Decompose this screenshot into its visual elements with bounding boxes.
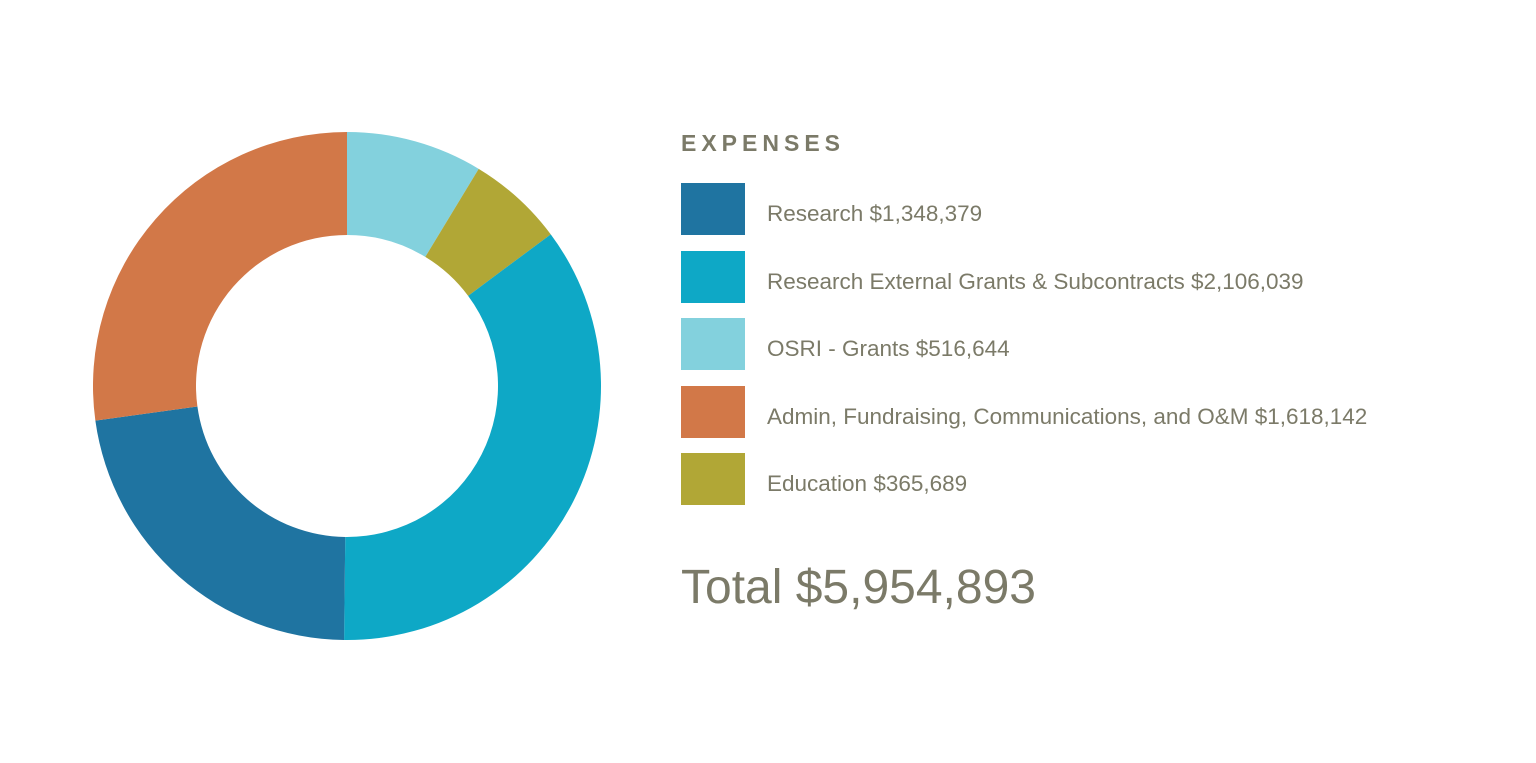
- legend: EXPENSES Research $1,348,379 Research Ex…: [681, 128, 1501, 521]
- legend-item-osri-grants: OSRI - Grants $516,644: [681, 318, 1501, 370]
- legend-swatch: [681, 183, 745, 235]
- donut-slice-external-grants: [344, 234, 601, 640]
- legend-label: Research $1,348,379: [767, 201, 983, 226]
- chart-title: EXPENSES: [681, 130, 845, 156]
- legend-label: Research External Grants & Subcontracts …: [767, 268, 1304, 294]
- total-expenses: Total $5,954,893: [681, 561, 1036, 614]
- donut-chart: [93, 132, 601, 640]
- legend-item-admin: Admin, Fundraising, Communications, and …: [681, 385, 1501, 438]
- legend-swatch: [681, 250, 745, 303]
- legend-item-education: Education $365,689: [681, 453, 1501, 505]
- legend-swatch: [681, 453, 745, 505]
- legend-list: Research $1,348,379 Research External Gr…: [681, 183, 1501, 505]
- legend-item-research: Research $1,348,379: [681, 183, 1501, 235]
- legend-label: Admin, Fundraising, Communications, and …: [767, 403, 1368, 429]
- donut-slice-education: [425, 168, 551, 296]
- legend-item-external-grants: Research External Grants & Subcontracts …: [681, 250, 1501, 303]
- donut-slice-research: [95, 406, 346, 640]
- donut-slice-osri-grants: [347, 132, 479, 257]
- donut-slice-admin: [93, 132, 347, 421]
- legend-label: Education $365,689: [767, 471, 968, 496]
- legend-swatch: [681, 318, 745, 370]
- legend-swatch: [681, 385, 745, 438]
- legend-label: OSRI - Grants $516,644: [767, 336, 1010, 361]
